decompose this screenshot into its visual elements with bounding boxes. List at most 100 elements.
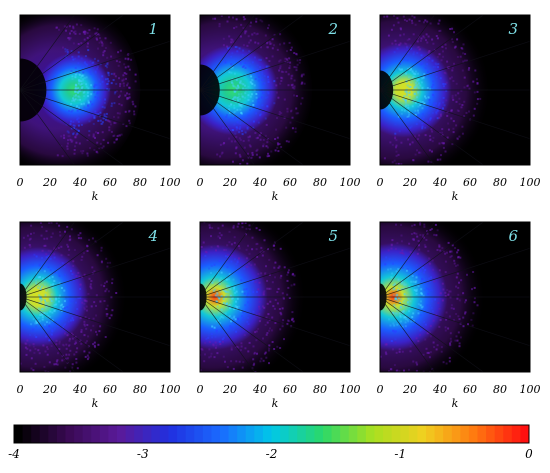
panel-6-speckle <box>426 304 429 307</box>
panel-4-speckle <box>66 306 69 309</box>
panel-4-speckle <box>55 360 58 363</box>
panel-3-speckle <box>419 151 422 154</box>
panel-3-speckle <box>417 91 420 94</box>
panel-6-speckle <box>417 303 420 306</box>
panel-3-speckle <box>405 45 408 48</box>
panel-1-speckle <box>95 31 98 34</box>
panel-4-speckle <box>35 271 38 274</box>
panel-6-speckle <box>402 310 405 313</box>
panel-1-speckle <box>81 152 84 155</box>
panel-4-speckle <box>80 342 83 345</box>
panel-4-speckle <box>53 279 55 282</box>
panel-4-speckle <box>43 312 46 315</box>
panel-4-speckle <box>69 349 72 352</box>
panel-3-speckle <box>428 149 431 152</box>
panel-2-speckle <box>231 52 234 55</box>
panel-3-speckle <box>436 117 439 120</box>
panel-1-speckle <box>71 99 74 102</box>
panel-4-speckle <box>65 296 68 299</box>
panel-4-speckle <box>29 237 32 240</box>
panel-2-radial-line <box>200 89 255 165</box>
panel-6-speckle <box>417 243 420 246</box>
panel-2-speckle <box>278 69 281 72</box>
panel-5-speckle <box>238 247 241 250</box>
panel-5-speckle <box>274 261 277 264</box>
panel-6-speckle <box>424 338 427 341</box>
panel-1-speckle <box>116 89 118 92</box>
panel-3-speckle <box>431 130 434 133</box>
panel-1-speckle <box>72 31 75 34</box>
panel-4-speckle <box>71 337 74 340</box>
panel-3-speckle <box>476 90 479 93</box>
panel-5-speckle <box>227 285 230 288</box>
panel-2-speckle <box>251 151 254 154</box>
panel-4-speckle <box>72 279 75 282</box>
panel-5-speckle <box>248 313 251 316</box>
panel-5-speckle <box>231 254 234 257</box>
panel-5-speckle <box>220 315 223 318</box>
panel-1-speckle <box>106 88 109 90</box>
panel-3-speckle <box>447 122 450 125</box>
panel-4-x-tick-label: 0 <box>17 383 24 396</box>
panel-4-speckle <box>85 305 88 308</box>
panel-2-speckle <box>289 61 292 64</box>
panel-5-speckle <box>218 378 220 380</box>
panel-2-speckle <box>231 66 234 69</box>
panel-3-speckle <box>426 63 429 66</box>
panel-2-speckle <box>278 110 281 113</box>
panel-6-speckle <box>404 283 407 286</box>
panel-5-speckle <box>268 347 271 350</box>
panel-6-speckle <box>448 315 451 318</box>
panel-5-speckle <box>222 336 225 339</box>
panel-6-speckle <box>395 297 398 300</box>
panel-2-speckle <box>266 141 269 144</box>
panel-2-speckle <box>265 65 268 68</box>
panel-5-speckle <box>253 362 256 365</box>
panel-2-speckle <box>266 96 269 99</box>
panel-2-speckle <box>286 107 289 110</box>
panel-6-speckle <box>410 320 413 323</box>
panel-1-speckle <box>92 135 95 138</box>
panel-2-speckle <box>228 119 231 122</box>
panel-4-speckle <box>92 317 95 320</box>
panel-2-speckle <box>252 120 255 123</box>
panel-5-speckle <box>279 276 282 279</box>
panel-2-speckle <box>226 45 229 48</box>
panel-3-speckle <box>446 60 449 63</box>
panel-1-speckle <box>77 91 80 94</box>
panel-6-speckle <box>403 293 406 296</box>
panel-2-speckle <box>244 66 247 69</box>
panel-2-speckle <box>263 82 266 85</box>
panel-6-speckle <box>448 360 451 363</box>
panel-1-speckle <box>90 93 93 96</box>
panel-1-speckle <box>66 147 69 150</box>
panel-1-speckle <box>126 98 129 101</box>
panel-1-speckle <box>101 80 104 83</box>
panel-3-speckle <box>430 128 433 131</box>
panel-1-speckle <box>83 90 86 93</box>
panel-4-speckle <box>88 238 91 241</box>
panel-4-speckle <box>20 362 22 365</box>
panel-5-speckle <box>244 347 247 350</box>
colorbar-swatch <box>237 425 247 443</box>
panel-1-speckle <box>74 145 77 148</box>
panel-1-speckle <box>128 68 131 71</box>
panel-1-speckle <box>80 150 83 153</box>
panel-5-speckle <box>265 316 268 319</box>
panel-4-speckle <box>37 286 40 289</box>
panel-5-speckle <box>286 293 289 296</box>
panel-1-speckle <box>123 63 126 66</box>
panel-4-speckle <box>80 259 83 261</box>
panel-6-speckle <box>398 350 401 353</box>
panel-5-speckle <box>248 262 251 265</box>
panel-6-speckle <box>395 270 398 273</box>
panel-4-speckle <box>56 363 59 366</box>
colorbar-tick-label: -3 <box>137 447 149 461</box>
panel-1-x-axis-label: k <box>92 190 99 203</box>
panel-6-speckle <box>401 280 404 283</box>
panel-3-speckle <box>439 29 442 32</box>
panel-5-radial-line <box>200 247 350 298</box>
panel-2-speckle <box>271 55 274 58</box>
panel-1-speckle <box>127 65 130 68</box>
panel-1-speckle <box>76 118 79 121</box>
